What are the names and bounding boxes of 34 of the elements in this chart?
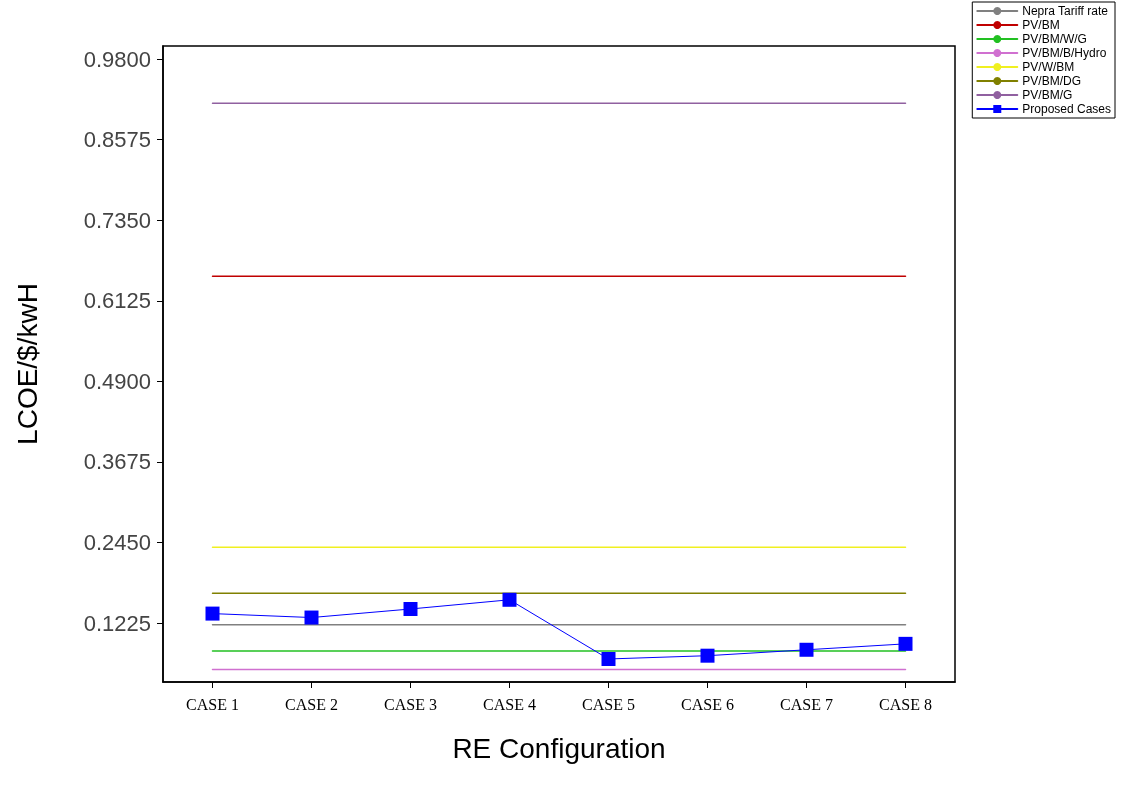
y-tick-label: 0.2450 — [83, 530, 151, 556]
y-tick-label: 0.9800 — [83, 46, 151, 72]
x-tick-label: CASE 6 — [681, 695, 734, 713]
legend-label: PV/BM/G — [1022, 88, 1073, 102]
y-tick-label: 0.6125 — [83, 288, 151, 314]
x-tick-label: CASE 4 — [483, 695, 536, 713]
legend-label: Nepra Tariff rate — [1022, 4, 1109, 18]
point — [700, 648, 715, 663]
x-axis-title: RE Configuration — [452, 732, 666, 764]
x-tick-label: CASE 5 — [582, 695, 635, 713]
point — [799, 642, 814, 657]
y-tick-label: 0.3675 — [83, 449, 151, 475]
y-axis-title: LCOE/$/kwH — [11, 283, 43, 445]
y-tick-label: 0.4900 — [83, 368, 151, 394]
point — [205, 606, 220, 621]
x-tick-label: CASE 2 — [285, 695, 338, 713]
x-tick-label: CASE 1 — [186, 695, 239, 713]
legend-label: PV/BM/DG — [1022, 74, 1081, 88]
legend-label: PV/BM/B/Hydro — [1022, 46, 1107, 60]
point — [304, 610, 319, 625]
point — [898, 636, 913, 651]
point — [601, 651, 616, 666]
legend-label: Proposed Cases — [1022, 102, 1111, 116]
legend-label: PV/W/BM — [1022, 60, 1075, 74]
legend-label: PV/BM/W/G — [1022, 32, 1087, 46]
y-tick-label: 0.8575 — [83, 127, 151, 153]
x-tick-label: CASE 3 — [384, 695, 437, 713]
y-tick-label: 0.1225 — [83, 610, 151, 636]
legend-label: PV/BM — [1022, 18, 1060, 32]
point — [403, 601, 418, 616]
y-tick-label: 0.7350 — [83, 207, 151, 233]
x-tick-label: CASE 7 — [780, 695, 833, 713]
x-tick-label: CASE 8 — [879, 695, 932, 713]
point — [502, 592, 517, 607]
